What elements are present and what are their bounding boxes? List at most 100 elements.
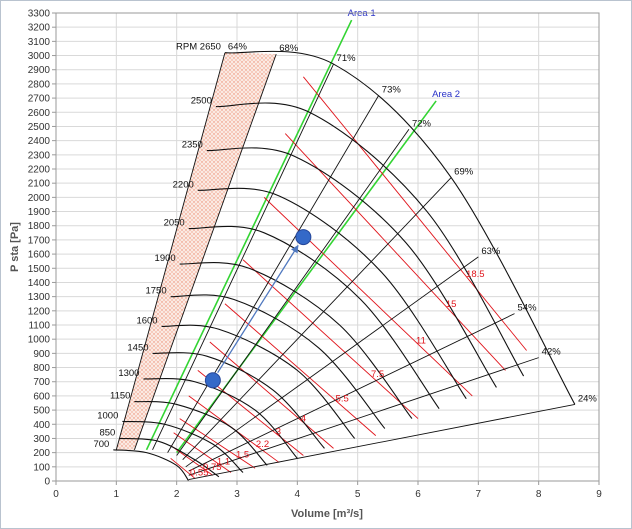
rpm-curve [179,261,413,419]
y-tick-label: 0 [44,477,50,488]
efficiency-line [115,52,226,450]
rpm-curve [113,449,190,481]
y-tick-label: 3200 [28,23,51,34]
rpm-label: 2050 [164,218,185,229]
x-tick-label: 8 [536,489,542,500]
y-tick-label: 1000 [28,335,51,346]
power-line [209,341,334,449]
x-tick-label: 1 [114,489,120,500]
operating-point [295,229,312,246]
power-label: 4 [301,414,306,425]
power-label: 3 [276,427,281,438]
efficiency-label: 71% [337,53,357,64]
efficiency-label: 63% [481,246,501,257]
power-line [303,76,527,351]
rpm-curve [170,294,386,429]
rpm-curve [143,377,298,459]
rpm-curve [188,225,440,409]
rpm-curves [113,50,576,481]
power-line [284,133,506,371]
y-tick-label: 1300 [28,292,51,303]
hatched-area-fill [116,52,277,450]
y-tick-label: 2000 [28,193,51,204]
y-tick-label: 1500 [28,264,51,275]
rpm-label: RPM 2650 [176,42,221,53]
y-tick-label: 1900 [28,207,51,218]
efficiency-lines [115,52,575,481]
y-tick-label: 3100 [28,37,51,48]
efficiency-line [167,95,380,453]
rpm-curve [206,147,497,388]
x-tick-label: 6 [415,489,421,500]
rpm-label: 2200 [173,179,194,190]
x-tick-label: 4 [295,489,301,500]
y-tick-label: 3300 [28,9,51,20]
efficiency-label: 68% [279,43,299,54]
rpm-label: 700 [93,439,109,450]
power-label: 0.55 [190,468,209,479]
rpm-label: 1900 [155,253,176,264]
y-tick-label: 400 [33,420,50,431]
rpm-curve [119,437,220,478]
efficiency-label: 64% [228,42,248,53]
x-axis-title: Volume [m³/s] [291,508,363,520]
rpm-label: 1600 [136,315,157,326]
y-tick-label: 500 [33,406,50,417]
power-label: 7.5 [371,369,384,380]
y-tick-label: 1600 [28,250,51,261]
power-label: 18.5 [466,269,485,280]
efficiency-label: 73% [382,84,402,95]
power-label: 5.5 [336,394,349,405]
efficiency-line [188,403,575,481]
y-tick-label: 1400 [28,278,51,289]
x-tick-label: 5 [355,489,361,500]
y-tick-label: 1700 [28,235,51,246]
rpm-curve [224,50,576,405]
y-tick-label: 2900 [28,65,51,76]
efficiency-label: 24% [578,393,598,404]
y-tick-label: 2300 [28,150,51,161]
rpm-label: 1450 [127,342,148,353]
rpm-curve [134,401,268,466]
rpm-label: 850 [99,427,115,438]
rpm-label: 1150 [110,391,130,402]
plot-border [55,12,600,482]
rpm-curve [215,102,525,377]
axes: 0 1 2 3 4 5 6 7 8 9 0 100 200 300 400 500 600 700 800 900 10… [28,9,602,501]
power-label: 2.2 [256,439,269,450]
area-label: Area 2 [432,89,460,100]
power-label: 0.75 [203,462,222,473]
power-line [224,303,377,436]
x-tick-label: 7 [476,489,482,500]
y-axis-title: P sta [Pa] [9,222,21,272]
operating-arrow [217,244,299,374]
y-tick-label: 300 [33,434,50,445]
rpm-curve [152,352,325,449]
operating-point [204,372,221,389]
y-tick-label: 2500 [28,122,51,133]
efficiency-label: 72% [412,118,432,129]
power-line [170,445,214,476]
x-tick-label: 9 [596,489,602,500]
y-tick-label: 2400 [28,136,51,147]
x-tick-label: 2 [174,489,180,500]
y-tick-label: 2700 [28,94,51,105]
efficiency-label: 69% [454,167,474,178]
efficiency-line [188,357,539,476]
rpm-label: 2350 [182,140,203,151]
operating-points [204,229,312,389]
y-tick-label: 900 [33,349,50,360]
rpm-label: 1300 [118,368,139,379]
y-tick-label: 600 [33,391,50,402]
operating-arrow-line [217,244,299,374]
y-tick-label: 2200 [28,165,51,176]
rpm-curve [122,420,244,473]
y-tick-label: 1200 [28,306,51,317]
power-label: 1.5 [236,449,249,460]
efficiency-label: 42% [542,347,562,358]
rpm-label: 1750 [145,286,166,297]
y-tick-label: 1100 [28,321,50,332]
